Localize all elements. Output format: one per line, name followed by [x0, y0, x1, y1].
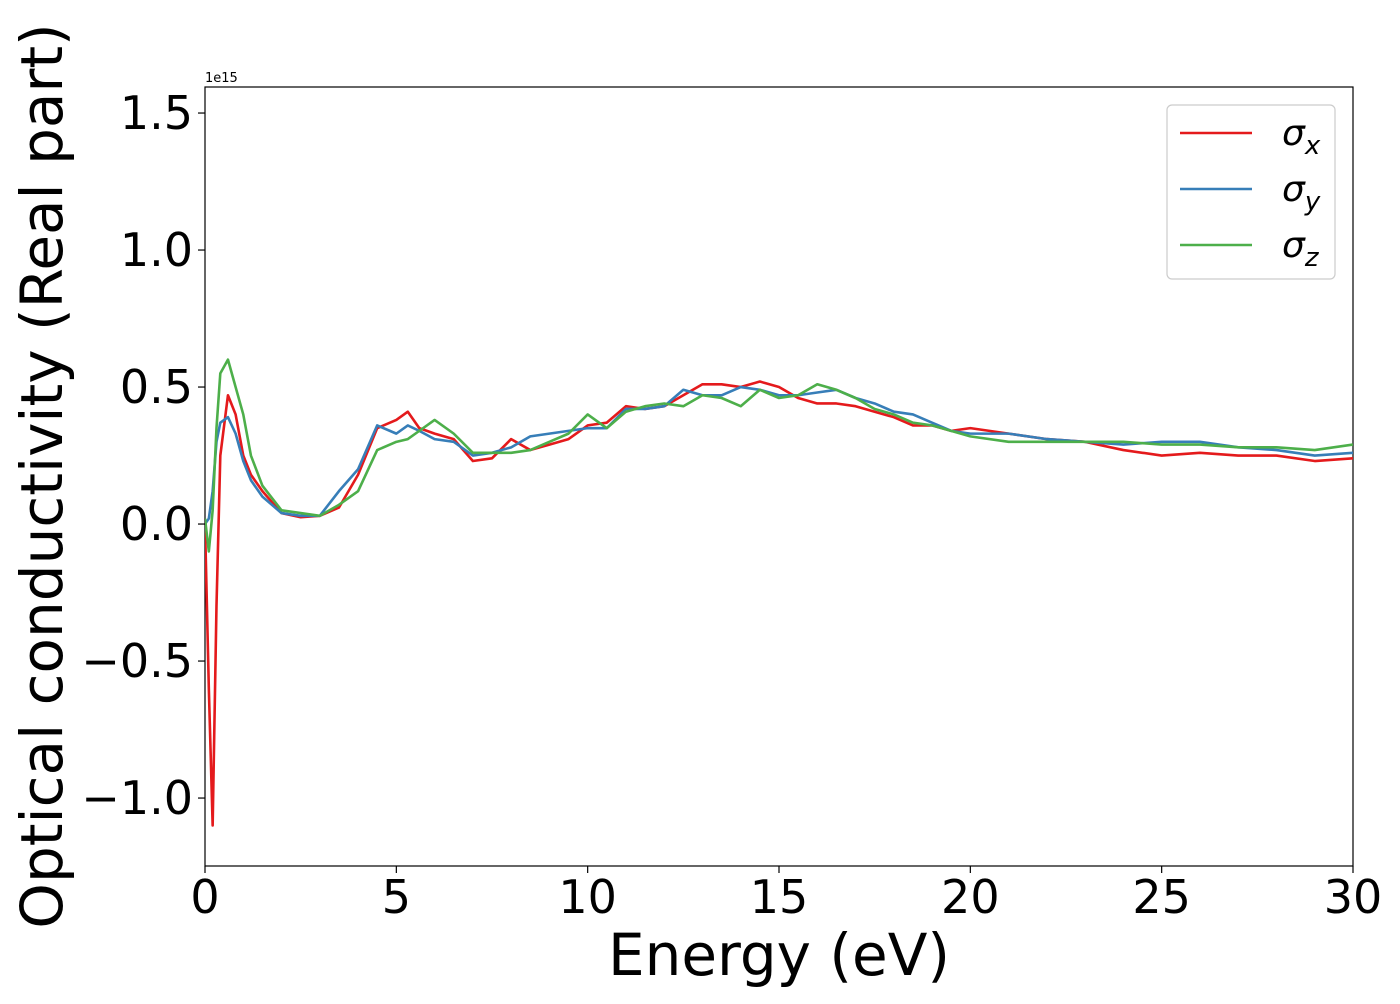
x-tick-label: 25: [1132, 870, 1191, 924]
x-tick-label: 30: [1324, 870, 1383, 924]
y-axis-label: Optical conductivity (Real part): [8, 23, 76, 928]
series-line: [205, 380, 1353, 827]
x-tick-label: 5: [382, 870, 411, 924]
x-tick-label: 10: [558, 870, 617, 924]
x-axis-label: Energy (eV): [608, 921, 950, 989]
legend-box: [1166, 104, 1336, 280]
x-tick-label: 20: [941, 870, 1000, 924]
y-tick-label: 0.0: [120, 497, 193, 551]
x-tick-label: 15: [750, 870, 809, 924]
y-tick-label: 1.0: [120, 223, 193, 277]
y-tick-label: 1.5: [120, 86, 193, 140]
plot-lines: [205, 358, 1353, 827]
y-tick-label: −0.5: [81, 634, 193, 688]
y-tick-label: −1.0: [81, 771, 193, 825]
x-tick-label: 0: [190, 870, 219, 924]
series-line: [205, 385, 1353, 525]
y-offset-label: 1e15: [205, 71, 238, 86]
series-line: [205, 358, 1353, 553]
y-tick-label: 0.5: [120, 360, 193, 414]
